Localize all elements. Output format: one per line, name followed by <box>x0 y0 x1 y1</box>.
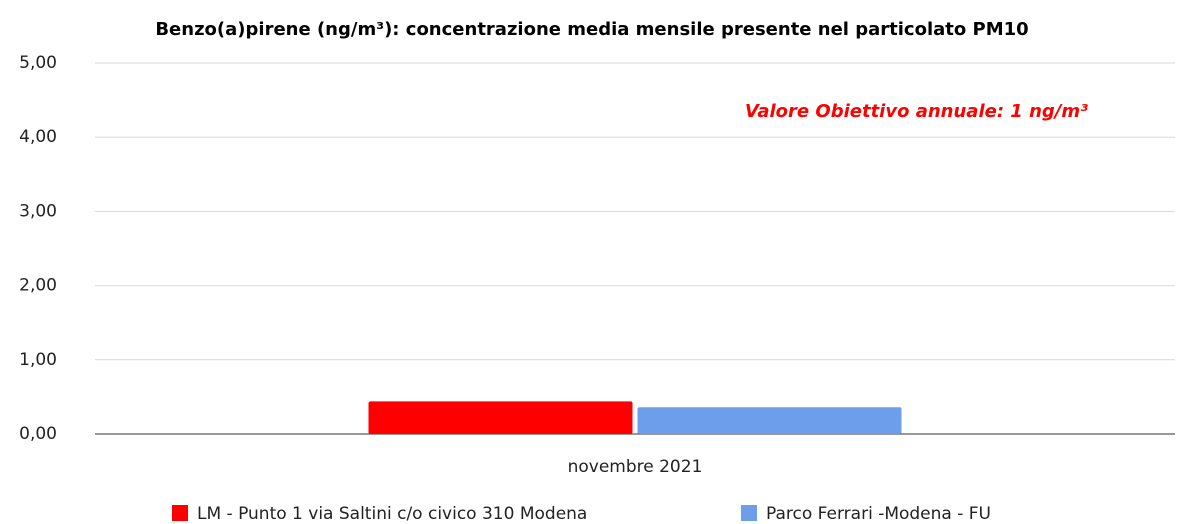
y-tick-label: 2,00 <box>19 276 57 296</box>
y-tick-label: 0,00 <box>19 424 57 444</box>
legend-label: LM - Punto 1 via Saltini c/o civico 310 … <box>197 504 587 524</box>
annotation: Valore Obiettivo annuale: 1 ng/m³ <box>745 101 1088 122</box>
y-tick-label: 3,00 <box>19 201 57 221</box>
chart-title: Benzo(a)pirene (ng/m³): concentrazione m… <box>155 19 1028 40</box>
bar <box>637 407 902 434</box>
legend-swatch <box>741 505 757 521</box>
y-tick-label: 1,00 <box>19 350 57 370</box>
x-tick-label: novembre 2021 <box>568 457 703 477</box>
y-tick-label: 4,00 <box>19 127 57 147</box>
bar <box>368 401 633 434</box>
legend-swatch <box>172 505 188 521</box>
legend-label: Parco Ferrari -Modena - FU <box>766 504 991 524</box>
y-tick-label: 5,00 <box>19 53 57 73</box>
